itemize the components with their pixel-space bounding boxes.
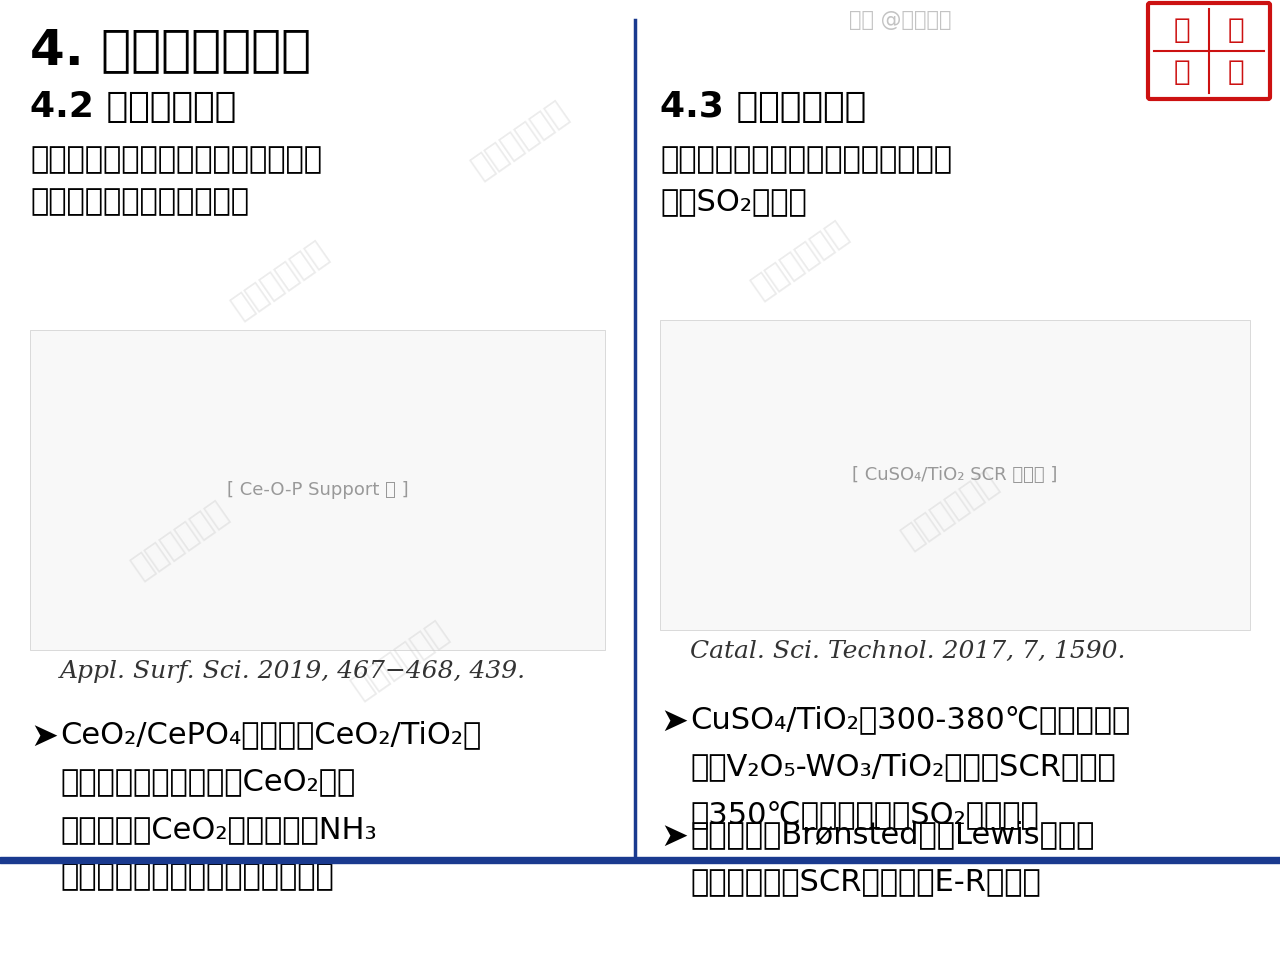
Text: 电性、离子交换性和酸性。: 电性、离子交换性和酸性。 (29, 187, 250, 216)
FancyBboxPatch shape (1148, 3, 1270, 99)
Text: [ CuSO₄/TiO₂ SCR 机理图 ]: [ CuSO₄/TiO₂ SCR 机理图 ] (852, 466, 1057, 484)
Text: 岚: 岚 (1174, 16, 1190, 44)
Text: 4.3 硫酸盐催化剂: 4.3 硫酸盐催化剂 (660, 90, 867, 124)
Text: 山: 山 (1228, 59, 1244, 86)
Text: 研之成理出品: 研之成理出品 (347, 616, 453, 704)
Text: CeO₂/CePO₄催化剂比CeO₂/TiO₂催
化剂具有更好的酸性和CeO₂分散
性，良好的CeO₂分散性利于NH₃
的吸附和活化产生更多的活性氧。: CeO₂/CePO₄催化剂比CeO₂/TiO₂催 化剂具有更好的酸性和CeO₂分… (60, 720, 481, 891)
Text: 研之成理出品: 研之成理出品 (127, 496, 233, 584)
Text: 课: 课 (1174, 59, 1190, 86)
Text: 4.2 磷酸盐催化剂: 4.2 磷酸盐催化剂 (29, 90, 237, 124)
Text: CuSO₄/TiO₂在300-380℃范围内显示
出与V₂O₅-WO₃/TiO₂相似的SCR活性，
在350℃下具有优异的SO₂耐受性。: CuSO₄/TiO₂在300-380℃范围内显示 出与V₂O₅-WO₃/TiO₂… (690, 705, 1130, 828)
Text: Appl. Surf. Sci. 2019, 467−468, 439.: Appl. Surf. Sci. 2019, 467−468, 439. (60, 660, 526, 683)
FancyBboxPatch shape (660, 320, 1251, 630)
Text: 4. 酸性复合催化剂: 4. 酸性复合催化剂 (29, 26, 311, 74)
Text: [ Ce-O-P Support 图 ]: [ Ce-O-P Support 图 ] (227, 481, 408, 499)
Text: 研之成理出品: 研之成理出品 (897, 467, 1004, 553)
Text: 和耐SO₂性能。: 和耐SO₂性能。 (660, 187, 806, 216)
Text: 研之成理出品: 研之成理出品 (227, 237, 333, 324)
FancyBboxPatch shape (29, 330, 605, 650)
Text: ➤: ➤ (29, 720, 58, 753)
Text: Catal. Sci. Technol. 2017, 7, 1590.: Catal. Sci. Technol. 2017, 7, 1590. (690, 640, 1125, 663)
Text: 知乎 @研之成理: 知乎 @研之成理 (849, 10, 951, 30)
Text: 研之成理出品: 研之成理出品 (746, 217, 854, 303)
Text: 研之成理出品: 研之成理出品 (467, 97, 573, 183)
Text: 磷酸盐具有良好的热稳定性、质子导: 磷酸盐具有良好的热稳定性、质子导 (29, 145, 323, 174)
Text: ➤: ➤ (660, 820, 689, 853)
Text: ➤: ➤ (660, 705, 689, 738)
Text: 硫酸盐催化剂具有优异的中高温活性: 硫酸盐催化剂具有优异的中高温活性 (660, 145, 952, 174)
Text: 如图所示，Brønsted酸和Lewis酸都对
活性有贡献，SCR反应遵循E-R机理。: 如图所示，Brønsted酸和Lewis酸都对 活性有贡献，SCR反应遵循E-R… (690, 820, 1094, 897)
Text: 研: 研 (1228, 16, 1244, 44)
